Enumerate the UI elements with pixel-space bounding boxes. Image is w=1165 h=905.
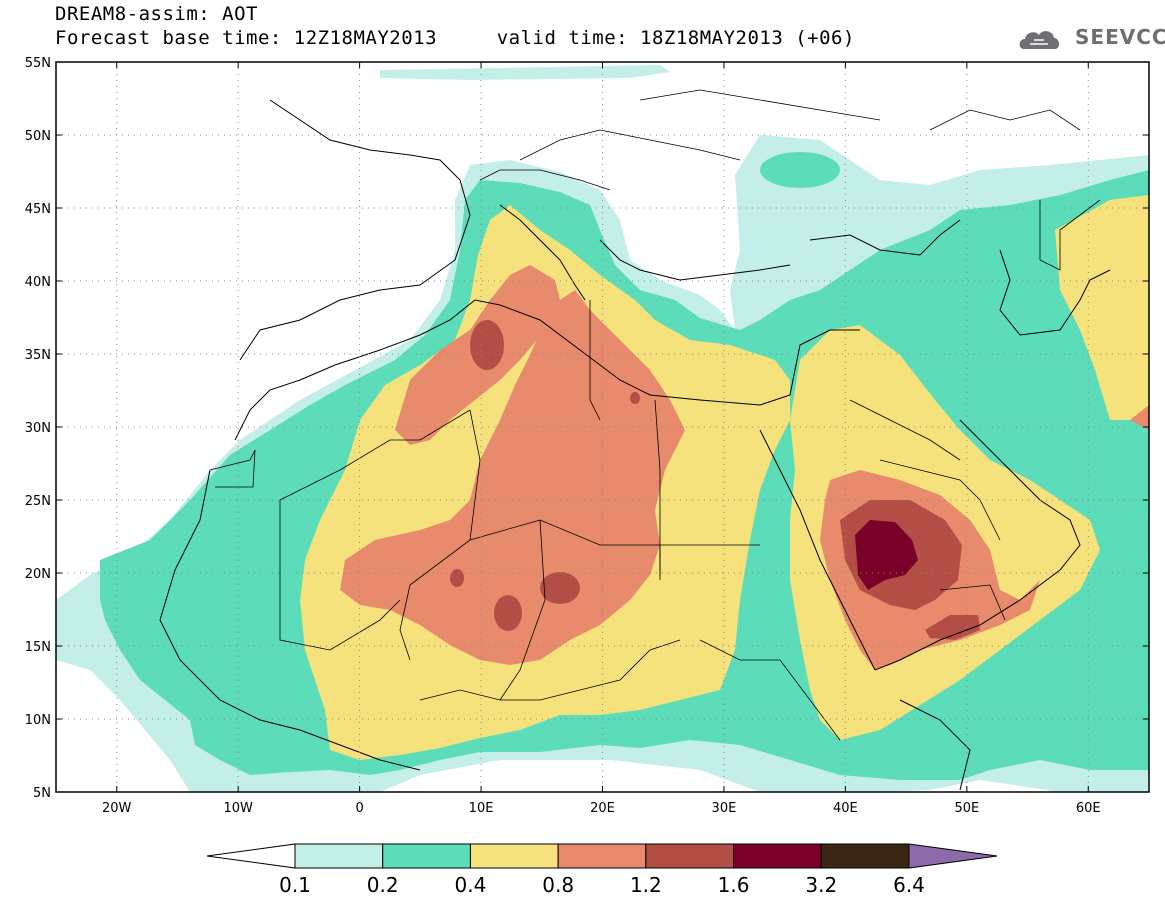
- colorbar-bin: [733, 843, 822, 869]
- colorbar-label: 0.4: [455, 873, 487, 897]
- lat-label: 45N: [25, 202, 51, 217]
- cloud-logo-icon: [1019, 31, 1060, 49]
- lat-label: 55N: [25, 56, 51, 71]
- lon-label: 50E: [954, 801, 979, 816]
- lon-label: 10W: [223, 801, 253, 816]
- colorbar-bin: [820, 843, 910, 869]
- colorbar-over-triangle: [908, 843, 998, 869]
- colorbar: 0.1 0.2 0.4 0.8 1.2 1.6 3.2 6.4: [206, 843, 998, 897]
- lon-label: 10E: [469, 801, 494, 816]
- colorbar-label: 1.6: [718, 873, 750, 897]
- lat-label: 20N: [25, 567, 51, 582]
- colorbar-bin: [382, 843, 471, 869]
- forecast-time-line: Forecast base time: 12Z18MAY2013 valid t…: [55, 27, 855, 49]
- coastlines: [159, 99, 1111, 791]
- colorbar-label: 3.2: [805, 873, 837, 897]
- lon-label: 20E: [590, 801, 615, 816]
- colorbar-label: 0.2: [367, 873, 399, 897]
- graticule: [56, 62, 1149, 792]
- lat-label: 30N: [25, 421, 51, 436]
- logo-text: SEEVCCC: [1075, 25, 1165, 49]
- lon-label: 20W: [102, 801, 132, 816]
- aot-field: [56, 65, 1149, 792]
- lat-label: 15N: [25, 640, 51, 655]
- colorbar-bin: [645, 843, 735, 869]
- colorbar-label: 6.4: [893, 873, 925, 897]
- colorbar-bin: [469, 843, 559, 869]
- lat-label: 10N: [25, 713, 51, 728]
- colorbar-bin: [294, 843, 384, 869]
- map-title: DREAM8-assim: AOT: [55, 3, 258, 25]
- borders: [209, 89, 1101, 741]
- map-frame: [55, 61, 1150, 793]
- lon-label: 40E: [833, 801, 858, 816]
- lat-axis-labels: 55N 50N 45N 40N 35N 30N 25N 20N 15N 10N 5N: [25, 56, 51, 801]
- colorbar-under-triangle: [206, 843, 296, 869]
- lon-label: 30E: [712, 801, 737, 816]
- colorbar-label: 0.1: [279, 873, 311, 897]
- lat-label: 35N: [25, 348, 51, 363]
- lon-axis-labels: 20W 10W 0 10E 20E 30E 40E 50E 60E: [102, 801, 1101, 816]
- lon-label: 0: [355, 801, 363, 816]
- lon-label: 60E: [1076, 801, 1101, 816]
- colorbar-label: 1.2: [630, 873, 662, 897]
- lat-label: 50N: [25, 129, 51, 144]
- lat-label: 25N: [25, 494, 51, 509]
- colorbar-bin: [557, 843, 647, 869]
- colorbar-label: 0.8: [542, 873, 574, 897]
- lat-label: 5N: [33, 786, 51, 801]
- lat-label: 40N: [25, 275, 51, 290]
